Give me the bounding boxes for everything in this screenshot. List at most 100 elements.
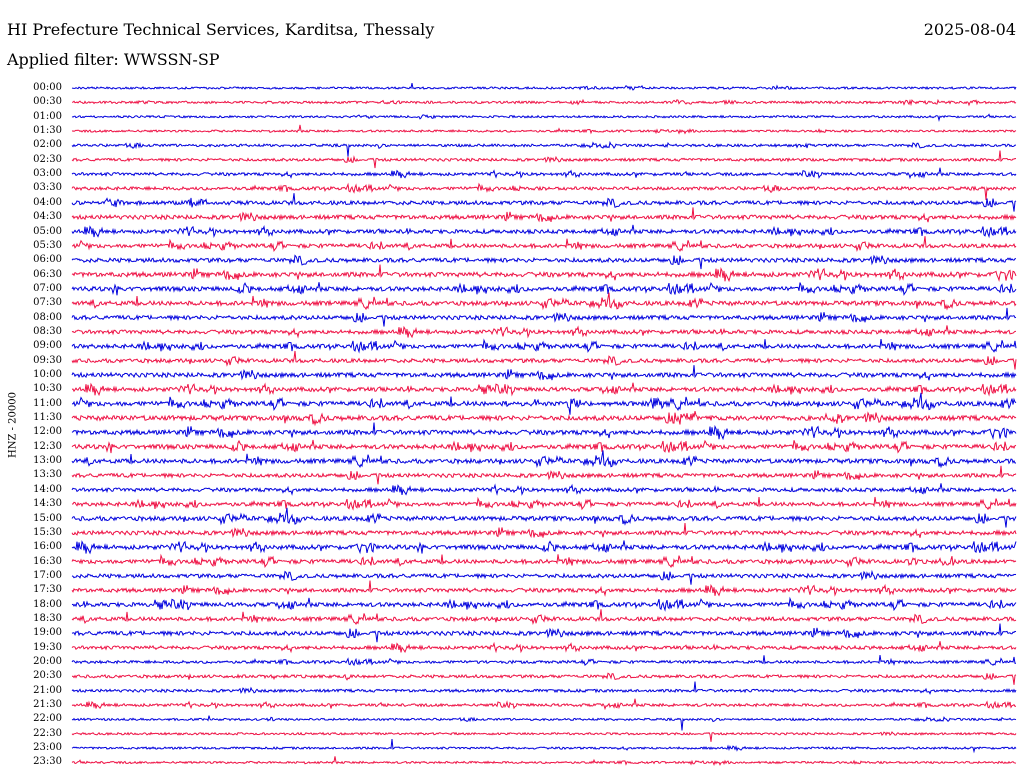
trace-0030: [71, 98, 1017, 107]
trace-0400: [71, 193, 1017, 212]
time-label: 07:00: [33, 282, 62, 294]
filter-label: Applied filter: WWSSN-SP: [7, 50, 220, 69]
time-label: 13:00: [33, 455, 62, 467]
time-label: 01:30: [33, 125, 62, 137]
time-label: 20:00: [33, 656, 62, 667]
trace-1530: [71, 523, 1017, 539]
trace-0930: [71, 350, 1017, 370]
time-label: 11:30: [33, 412, 62, 424]
time-label: 00:00: [33, 82, 62, 93]
time-label: 01:00: [33, 110, 62, 122]
trace-0430: [71, 207, 1017, 223]
trace-0530: [71, 236, 1017, 252]
date-label: 2025-08-04: [923, 20, 1016, 39]
trace-0600: [71, 254, 1017, 270]
time-label: 15:30: [33, 526, 62, 538]
time-label: 10:30: [33, 383, 62, 395]
time-label: 06:30: [33, 268, 62, 280]
trace-1000: [71, 365, 1017, 381]
trace-0100: [71, 113, 1017, 122]
trace-1230: [71, 439, 1017, 454]
time-label: 09:00: [33, 340, 62, 352]
trace-0830: [71, 325, 1016, 339]
time-label: 08:30: [33, 325, 62, 337]
trace-2200: [71, 715, 1017, 731]
station-title: HI Prefecture Technical Services, Kardit…: [7, 20, 435, 39]
trace-2100: [71, 681, 1017, 695]
time-label: 04:00: [33, 196, 62, 208]
trace-1430: [71, 496, 1017, 511]
time-label: 06:00: [33, 254, 62, 266]
time-label: 16:00: [33, 541, 62, 553]
trace-0630: [71, 264, 1017, 283]
trace-1030: [71, 382, 1017, 397]
time-label: 22:30: [33, 727, 62, 739]
time-label: 20:30: [33, 670, 62, 682]
time-label: 02:00: [33, 139, 62, 151]
time-label: 08:00: [33, 311, 62, 323]
trace-1930: [71, 641, 1017, 654]
trace-2000: [71, 655, 1017, 667]
time-label: 05:30: [33, 239, 62, 251]
trace-1700: [71, 569, 1017, 585]
time-label: 17:30: [33, 584, 62, 596]
trace-0500: [71, 224, 1017, 239]
time-label: 05:00: [33, 225, 62, 237]
time-label: 12:30: [33, 440, 62, 452]
trace-0900: [71, 338, 1017, 354]
trace-1900: [71, 623, 1017, 643]
time-label: 22:00: [33, 713, 62, 725]
trace-1500: [71, 507, 1017, 528]
time-label: 02:30: [33, 153, 62, 165]
time-label: 03:30: [33, 182, 62, 194]
trace-0700: [71, 282, 1017, 296]
time-label: 14:30: [33, 498, 62, 510]
time-label: 18:30: [33, 612, 62, 624]
time-label: 11:00: [33, 397, 62, 409]
trace-1300: [71, 450, 1016, 469]
trace-1730: [71, 580, 1017, 597]
time-label: 21:00: [33, 684, 62, 696]
trace-1330: [71, 465, 1017, 485]
trace-1130: [71, 410, 1017, 427]
time-label: 16:30: [33, 555, 62, 567]
trace-1200: [71, 422, 1017, 441]
time-label: 14:00: [33, 483, 62, 495]
trace-1800: [71, 596, 1017, 612]
time-label: 19:00: [33, 627, 62, 639]
trace-0000: [71, 83, 1017, 91]
time-label: 18:00: [33, 598, 62, 610]
time-label: 13:30: [33, 469, 62, 481]
trace-2130: [71, 698, 1017, 711]
time-label: 21:30: [33, 699, 62, 711]
trace-2230: [71, 731, 1017, 742]
trace-0200: [71, 140, 1016, 157]
time-label-column: 00:00 00:30 01:00 01:30 02:00 02:30 03:00 03:30…: [0, 0, 70, 780]
trace-0800: [71, 307, 1017, 327]
time-label: 12:00: [33, 426, 62, 438]
time-label: 07:30: [33, 297, 62, 309]
time-label: 23:00: [33, 742, 62, 754]
time-label: 03:00: [33, 168, 62, 180]
time-label: 17:00: [33, 569, 62, 581]
time-label: 19:30: [33, 641, 62, 653]
trace-0300: [71, 167, 1017, 180]
trace-2330: [71, 756, 1017, 767]
time-label: 15:00: [33, 512, 62, 524]
trace-1830: [71, 609, 1017, 626]
trace-2300: [71, 739, 1017, 754]
trace-1600: [71, 540, 1017, 555]
trace-1400: [71, 483, 1017, 496]
trace-1100: [71, 392, 1017, 415]
trace-0230: [71, 150, 1017, 169]
trace-0130: [71, 124, 1017, 135]
time-label: 00:30: [33, 96, 62, 108]
time-label: 10:00: [33, 369, 62, 380]
time-label: 09:30: [33, 354, 62, 366]
time-label: 04:30: [33, 211, 62, 223]
time-label: 23:30: [33, 756, 62, 768]
trace-0330: [71, 182, 1017, 201]
trace-2030: [71, 672, 1017, 685]
trace-1630: [71, 553, 1017, 569]
